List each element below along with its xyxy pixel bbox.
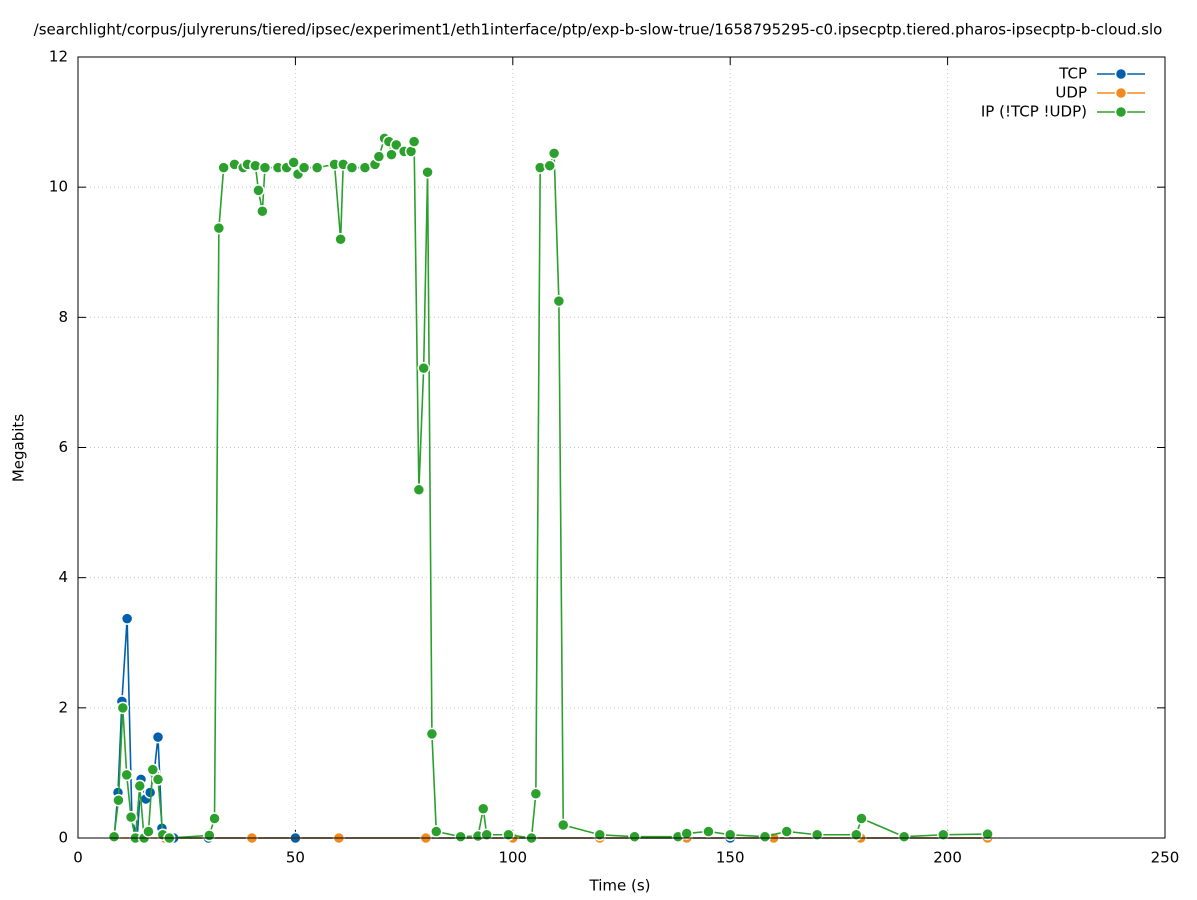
data-point: [758, 830, 772, 843]
x-tick-label: 0: [73, 849, 83, 867]
data-point: [142, 825, 155, 838]
data-point: [133, 779, 146, 793]
data-point: [981, 827, 994, 841]
data-point: [543, 159, 557, 172]
data-point: [107, 830, 121, 843]
data-point: [217, 161, 230, 174]
y-tick-label: 0: [58, 829, 68, 847]
data-point: [552, 294, 566, 308]
data-point: [430, 825, 443, 838]
data-point: [855, 812, 868, 825]
data-point: [780, 825, 793, 838]
data-point: [203, 829, 216, 842]
data-point: [146, 763, 160, 776]
data-point: [810, 828, 824, 841]
x-axis-label: Time (s): [589, 877, 651, 895]
y-tick-label: 10: [49, 178, 68, 196]
legend-label: IP (!TCP !UDP): [981, 103, 1087, 121]
y-tick-label: 6: [58, 438, 68, 456]
x-tick-label: 150: [716, 849, 745, 867]
data-point: [345, 161, 359, 174]
data-point: [593, 828, 607, 841]
data-point: [417, 361, 430, 375]
data-point: [850, 828, 863, 841]
data-point: [112, 794, 125, 807]
x-tick-label: 200: [933, 849, 962, 867]
data-point: [425, 727, 439, 741]
data-point: [256, 204, 269, 218]
y-tick-label: 8: [58, 308, 68, 326]
data-point: [297, 161, 311, 174]
legend-marker: [1114, 67, 1128, 81]
data-point: [412, 483, 426, 497]
plot-border: [77, 56, 1166, 839]
data-point: [390, 138, 403, 152]
data-point: [372, 150, 386, 163]
data-point: [421, 165, 434, 179]
data-point: [124, 810, 138, 824]
data-point: [310, 161, 324, 174]
x-tick-label: 100: [498, 849, 527, 867]
data-point: [252, 184, 265, 197]
data-point: [480, 828, 493, 841]
plot-area: [107, 132, 994, 845]
data-point: [212, 221, 226, 235]
x-tick-label: 50: [286, 849, 305, 867]
data-point: [120, 768, 133, 782]
grid: [77, 56, 1166, 839]
y-tick-label: 4: [58, 568, 68, 586]
series-line: [113, 137, 988, 841]
data-point: [385, 148, 398, 161]
data-point: [407, 135, 421, 148]
data-point: [334, 232, 347, 246]
data-point: [454, 830, 467, 843]
y-axis-label: Megabits: [10, 414, 28, 482]
legend-marker: [1114, 105, 1128, 119]
data-point: [723, 828, 737, 841]
data-point: [897, 830, 911, 843]
data-point: [547, 147, 561, 160]
series-line: [113, 618, 988, 839]
data-point: [628, 830, 641, 843]
data-point: [287, 156, 300, 169]
y-tick-label: 2: [58, 698, 68, 716]
data-point: [208, 812, 221, 825]
data-point: [502, 828, 515, 841]
x-tick-label: 250: [1151, 849, 1180, 867]
data-point: [702, 825, 715, 838]
data-point: [151, 773, 165, 786]
data-point: [116, 701, 130, 715]
data-point: [120, 612, 134, 625]
legend-label: TCP: [1058, 65, 1087, 83]
data-point: [556, 818, 570, 832]
data-point: [476, 802, 490, 815]
y-tick-label: 12: [49, 48, 68, 66]
data-point: [680, 827, 693, 840]
data-point: [151, 730, 165, 744]
chart-title: /searchlight/corpus/julyreruns/tiered/ip…: [34, 21, 1163, 39]
legend-label: UDP: [1055, 84, 1087, 102]
legend-marker: [1114, 86, 1128, 100]
data-point: [529, 787, 543, 800]
data-point: [258, 161, 272, 174]
data-point: [937, 828, 950, 841]
